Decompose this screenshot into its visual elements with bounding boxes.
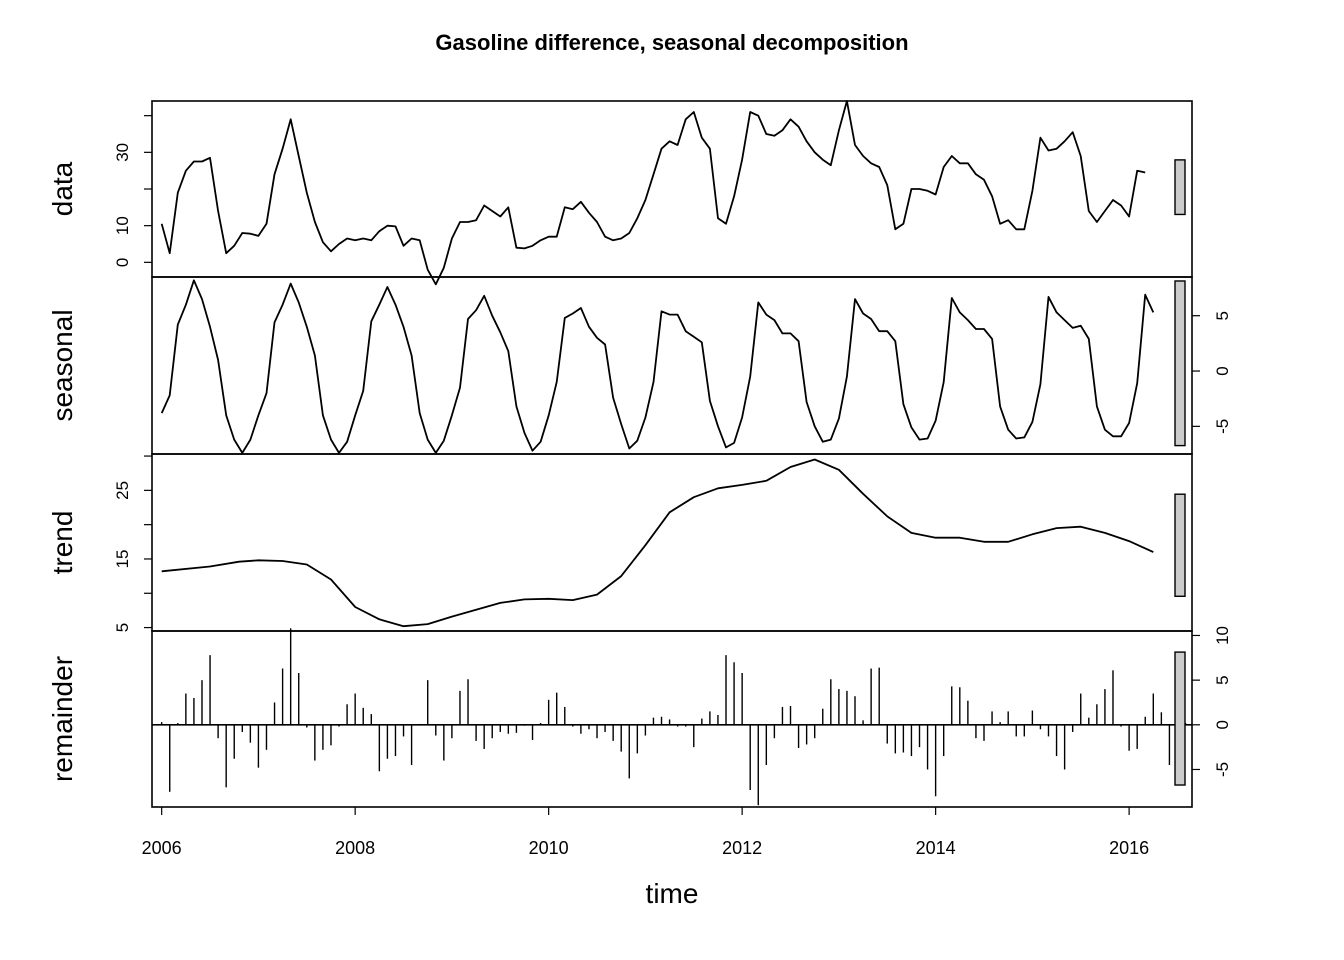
series-line-data xyxy=(160,100,1146,286)
panel-label-data: data xyxy=(47,161,78,216)
y-tick-label-seasonal: 0 xyxy=(1213,366,1232,375)
x-tick-label: 2014 xyxy=(916,838,956,858)
panel-frame-seasonal xyxy=(151,276,1193,455)
y-tick-label-trend: 25 xyxy=(113,481,132,500)
panel-label-remainder: remainder xyxy=(47,656,78,782)
y-tick-label-remainder: 10 xyxy=(1213,626,1232,645)
scale-bar-trend xyxy=(1174,493,1186,597)
y-tick-label-data: 0 xyxy=(113,258,132,267)
scale-bar-seasonal xyxy=(1174,280,1186,447)
series-line-seasonal xyxy=(160,279,1155,454)
y-tick-label-seasonal: -5 xyxy=(1213,419,1232,434)
x-tick-label: 2016 xyxy=(1109,838,1149,858)
y-tick-label-trend: 5 xyxy=(113,623,132,632)
y-tick-label-data: 10 xyxy=(113,216,132,235)
x-tick-label: 2008 xyxy=(335,838,375,858)
panel-frame-data xyxy=(151,100,1193,278)
y-tick-label-remainder: -5 xyxy=(1213,762,1232,777)
scale-bar-data xyxy=(1174,159,1186,216)
y-tick-label-remainder: 5 xyxy=(1213,675,1232,684)
x-tick-label: 2006 xyxy=(142,838,182,858)
x-tick-label: 2012 xyxy=(722,838,762,858)
panel-frame-remainder xyxy=(151,630,1193,808)
y-tick-label-data: 30 xyxy=(113,143,132,162)
scale-bar-remainder xyxy=(1174,651,1186,786)
chart-title: Gasoline difference, seasonal decomposit… xyxy=(435,30,908,55)
panel-label-trend: trend xyxy=(47,511,78,575)
x-axis-title: time xyxy=(646,878,699,909)
y-tick-label-seasonal: 5 xyxy=(1213,311,1232,320)
series-line-trend xyxy=(161,458,1154,628)
y-tick-label-remainder: 0 xyxy=(1213,720,1232,729)
y-tick-label-trend: 15 xyxy=(113,550,132,569)
panel-frame-trend xyxy=(151,453,1193,632)
plot-layer: data 0 10 30 seasonal -5 0 5 trend 5 15 25 remainder… xyxy=(47,100,1232,858)
panel-label-seasonal: seasonal xyxy=(47,309,78,421)
x-tick-label: 2010 xyxy=(529,838,569,858)
